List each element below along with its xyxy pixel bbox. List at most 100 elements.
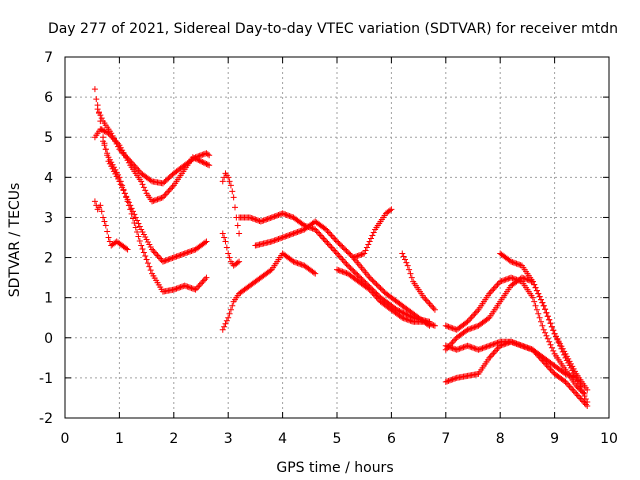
data-point — [189, 247, 196, 254]
data-point — [572, 368, 578, 375]
data-point — [336, 267, 343, 274]
data-point — [261, 216, 268, 223]
data-point — [125, 159, 132, 166]
data-point — [580, 389, 587, 396]
y-tick-label: 1 — [44, 291, 53, 307]
data-point — [518, 274, 525, 281]
data-point — [147, 267, 154, 274]
data-point — [584, 402, 591, 409]
data-point — [221, 323, 228, 330]
data-point — [457, 345, 464, 352]
data-point — [279, 234, 286, 241]
data-point — [558, 343, 565, 350]
data-point — [139, 228, 146, 235]
data-point — [290, 258, 297, 265]
data-point — [483, 343, 490, 350]
data-point — [136, 223, 143, 230]
data-point — [132, 214, 139, 221]
data-point — [491, 340, 498, 347]
data-point — [450, 375, 457, 382]
data-point — [138, 242, 145, 249]
data-point — [142, 233, 149, 240]
data-point — [124, 157, 131, 164]
data-point — [490, 341, 497, 348]
data-point — [191, 286, 198, 293]
data-point — [120, 186, 127, 193]
data-point — [497, 278, 504, 285]
data-point — [555, 338, 562, 345]
data-point — [169, 255, 176, 262]
data-point — [289, 230, 296, 237]
data-point — [227, 306, 234, 313]
data-point — [150, 197, 157, 204]
data-point — [124, 198, 131, 205]
data-point — [406, 317, 413, 324]
data-point — [274, 236, 281, 243]
data-point — [199, 158, 206, 165]
data-point — [104, 228, 111, 235]
data-point — [546, 338, 553, 345]
data-point — [520, 343, 527, 350]
data-point — [173, 253, 180, 260]
data-point — [581, 392, 588, 399]
data-point — [335, 239, 342, 246]
data-point — [422, 319, 429, 326]
data-point — [334, 266, 340, 273]
data-point — [464, 342, 471, 349]
data-point — [102, 146, 109, 153]
data-point — [130, 215, 136, 222]
data-point — [498, 278, 505, 285]
data-point — [505, 275, 512, 282]
y-tick-labels: -2 -1 0 1 2 3 4 5 6 7 — [39, 50, 53, 427]
data-point — [157, 195, 164, 202]
data-point — [584, 386, 591, 393]
data-point — [448, 324, 455, 331]
data-point — [471, 324, 478, 331]
data-point — [168, 172, 175, 179]
data-point — [347, 265, 354, 272]
data-point — [517, 262, 524, 269]
x-tick-labels: 0 1 2 3 4 5 6 7 8 9 10 — [61, 431, 618, 447]
data-point — [191, 154, 198, 161]
data-point — [459, 344, 466, 351]
data-point — [373, 281, 380, 288]
data-point — [567, 360, 574, 367]
data-point — [366, 238, 373, 245]
data-point — [106, 156, 113, 163]
data-point — [236, 230, 243, 237]
data-point — [370, 278, 377, 285]
data-point — [113, 169, 120, 176]
x-tick-label: 4 — [278, 431, 287, 447]
data-point — [172, 254, 179, 261]
data-point — [102, 222, 109, 229]
data-point — [342, 246, 349, 253]
data-point — [578, 382, 585, 389]
data-point — [467, 343, 474, 350]
data-point — [538, 296, 544, 303]
data-point — [253, 216, 260, 223]
y-tick-label: 6 — [44, 90, 53, 106]
data-point — [403, 259, 410, 266]
data-point — [225, 250, 232, 257]
data-point — [350, 267, 357, 274]
data-point — [442, 342, 449, 349]
data-point — [116, 142, 123, 149]
data-point — [226, 310, 233, 317]
data-point — [357, 274, 364, 281]
data-point — [516, 341, 523, 348]
data-point — [478, 345, 485, 352]
data-point — [450, 345, 457, 352]
data-point — [123, 245, 130, 252]
data-point — [407, 317, 414, 324]
y-tick-label: 7 — [44, 50, 53, 66]
data-point — [117, 178, 124, 185]
data-point — [294, 260, 301, 267]
data-point — [128, 210, 135, 217]
y-tick-label: 4 — [44, 170, 53, 186]
data-point — [185, 284, 192, 291]
data-point — [155, 195, 162, 202]
data-point — [514, 341, 521, 348]
data-point — [400, 315, 407, 322]
data-point — [338, 268, 345, 275]
data-point — [354, 253, 361, 260]
